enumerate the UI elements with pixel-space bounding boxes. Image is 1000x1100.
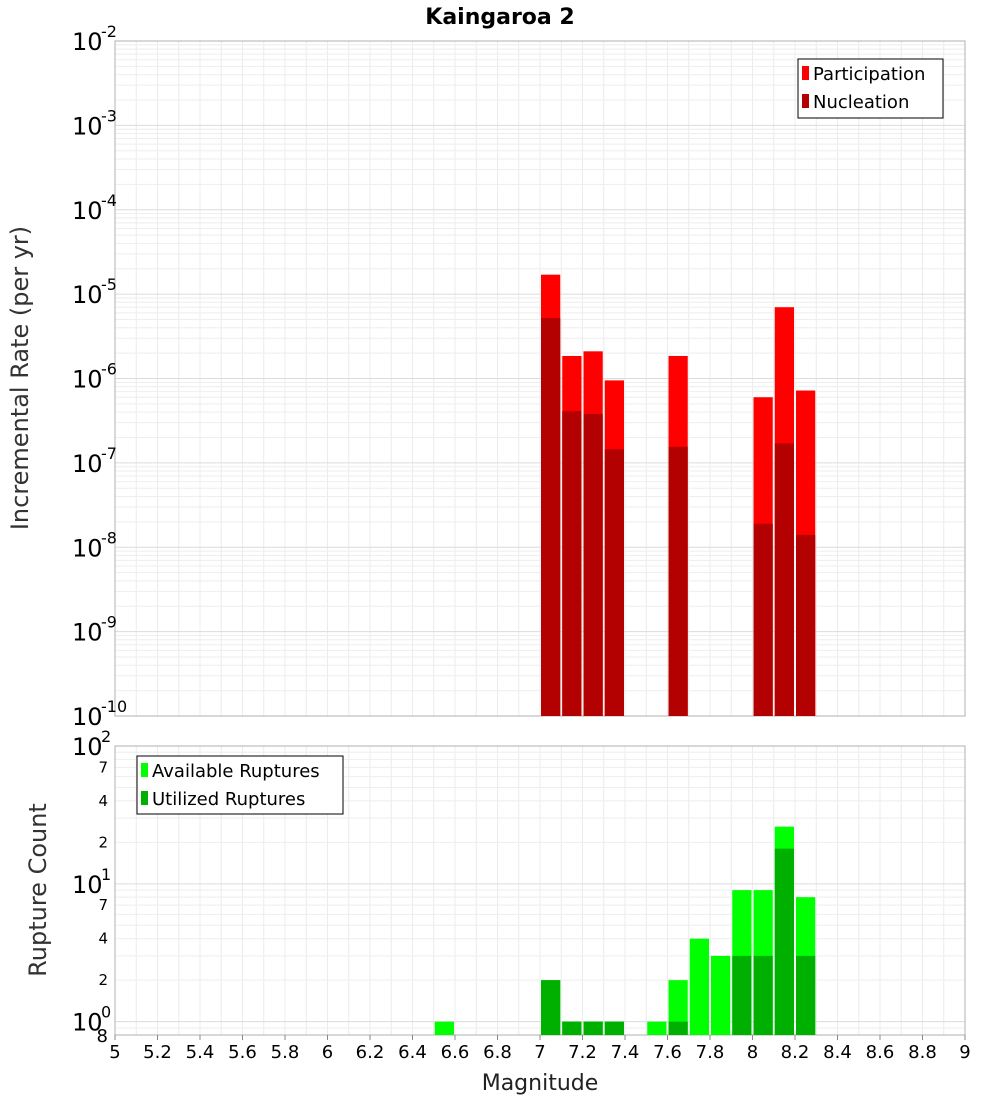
legend-label-utilized: Utilized Ruptures [152, 789, 305, 810]
bottom-bar-series2 [774, 848, 794, 1035]
bottom-y-axis-label: Rupture Count [24, 803, 52, 977]
top-bar-series2 [753, 523, 773, 716]
x-tick-label: 8 [747, 1042, 758, 1063]
bottom-bar-series2 [583, 1021, 603, 1035]
bottom-legend: Available Ruptures Utilized Ruptures [136, 755, 344, 815]
x-tick-label: 8.2 [781, 1042, 810, 1063]
bottom-bar-series2 [668, 1021, 688, 1035]
top-y-tick-exponent: -6 [101, 360, 117, 379]
x-tick-label: 6.4 [398, 1042, 427, 1063]
legend-swatch-utilized [141, 791, 148, 805]
top-plot-grid [115, 40, 965, 717]
bottom-bar-series1 [711, 955, 731, 1035]
x-tick-label: 5.4 [186, 1042, 215, 1063]
bottom-y-minor-tick-label: 7 [98, 896, 108, 914]
bottom-y-tick-exponent: 0 [101, 1003, 111, 1022]
top-y-tick-base: 10 [72, 366, 103, 394]
top-bar-series2 [796, 534, 816, 716]
x-tick-label: 9 [959, 1042, 970, 1063]
bottom-y-tick-base: 10 [72, 733, 103, 761]
top-y-tick-base: 10 [72, 534, 103, 562]
top-y-tick-base: 10 [72, 619, 103, 647]
bottom-bar-series1 [668, 980, 688, 1035]
legend-label-nucleation: Nucleation [813, 92, 909, 113]
x-tick-labels: 5 5.2 5.4 5.6 5.8 6 6.2 6.4 6.6 6.8 7 7.2 7.4 7.6 7.8 8… [109, 1035, 971, 1063]
top-y-tick-exponent: -9 [101, 613, 117, 632]
x-tick-label: 8.6 [866, 1042, 895, 1063]
x-tick-label: 5 [109, 1042, 120, 1063]
top-y-tick-base: 10 [72, 703, 103, 731]
bottom-y-tick-base: 10 [72, 871, 103, 899]
top-y-tick-exponent: -4 [101, 191, 117, 210]
top-y-tick-base: 10 [72, 450, 103, 478]
bottom-y-tick-exponent: 1 [101, 865, 111, 884]
bottom-bar-series2 [796, 955, 816, 1035]
bottom-bar-series2 [562, 1021, 582, 1035]
x-tick-label: 8.4 [823, 1042, 852, 1063]
legend-swatch-participation [802, 66, 809, 80]
bottom-y-minor-tick-label: 4 [98, 930, 108, 948]
bottom-y-minor-tick-label: 8 [97, 1026, 108, 1047]
top-y-tick-base: 10 [72, 28, 103, 56]
top-y-tick-exponent: -10 [101, 697, 127, 716]
x-axis-label: Magnitude [482, 1071, 599, 1096]
top-plot-frame [114, 40, 966, 717]
x-tick-label: 6.2 [356, 1042, 385, 1063]
top-bar-series2 [668, 446, 688, 716]
x-tick-label: 5.2 [143, 1042, 172, 1063]
bottom-y-minor-tick-label: 2 [98, 833, 108, 851]
top-legend-box [797, 58, 944, 119]
top-y-tick-exponent: -8 [101, 528, 117, 547]
top-bar-series2 [604, 449, 624, 716]
top-y-tick-exponent: -2 [101, 22, 117, 41]
top-legend: Participation Nucleation [797, 58, 944, 119]
x-tick-label: 6 [322, 1042, 333, 1063]
top-y-tick-base: 10 [72, 281, 103, 309]
x-tick-label: 6.6 [441, 1042, 470, 1063]
x-tick-label: 7.2 [568, 1042, 597, 1063]
legend-swatch-nucleation [802, 94, 809, 108]
bottom-bar-series2 [753, 955, 773, 1035]
bottom-y-minor-tick-label: 4 [98, 792, 108, 810]
bottom-bar-series1 [434, 1021, 454, 1035]
top-bar-series2 [541, 318, 561, 716]
top-y-tick-base: 10 [72, 112, 103, 140]
bottom-bar-series1 [689, 938, 709, 1035]
legend-label-available: Available Ruptures [152, 761, 320, 782]
bottom-plot-bars [434, 826, 816, 1035]
legend-swatch-available [141, 763, 148, 777]
x-tick-label: 5.6 [228, 1042, 257, 1063]
top-bar-series2 [774, 443, 794, 716]
top-y-tick-exponent: -7 [101, 444, 117, 463]
bottom-y-tick-exponent: 2 [101, 727, 111, 746]
top-plot-bars [541, 274, 816, 716]
x-tick-label: 6.8 [483, 1042, 512, 1063]
bottom-y-tick-base: 10 [72, 1009, 103, 1037]
bottom-bar-series2 [604, 1021, 624, 1035]
bottom-legend-box [136, 755, 344, 815]
bottom-bar-series2 [732, 955, 752, 1035]
top-y-tick-base: 10 [72, 197, 103, 225]
x-tick-label: 7 [534, 1042, 545, 1063]
top-bar-series2 [583, 413, 603, 716]
chart-title: Kaingaroa 2 [425, 5, 574, 30]
top-y-axis-label: Incremental Rate (per yr) [6, 226, 34, 530]
top-y-tick-exponent: -5 [101, 275, 117, 294]
top-y-tick-exponent: -3 [101, 106, 117, 125]
x-tick-label: 7.6 [653, 1042, 682, 1063]
bottom-bar-series1 [647, 1021, 667, 1035]
legend-label-participation: Participation [813, 64, 925, 85]
bottom-bar-series2 [541, 980, 561, 1035]
x-tick-label: 7.8 [696, 1042, 725, 1063]
top-bar-series2 [562, 411, 582, 716]
bottom-y-minor-tick-label: 7 [98, 758, 108, 776]
x-tick-label: 5.8 [271, 1042, 300, 1063]
x-tick-label: 7.4 [611, 1042, 640, 1063]
x-tick-label: 8.8 [908, 1042, 937, 1063]
bottom-y-minor-tick-label: 2 [98, 971, 108, 989]
